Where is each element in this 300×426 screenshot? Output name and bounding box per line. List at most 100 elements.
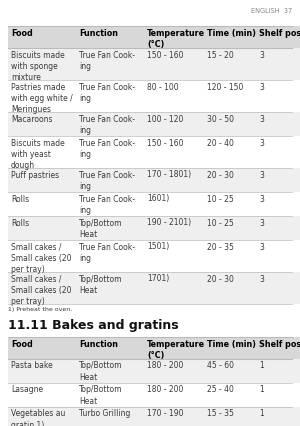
Bar (76, 48, 144, 80)
Bar (76, 272, 144, 304)
Text: 100 - 120: 100 - 120 (147, 115, 183, 124)
Bar (76, 407, 144, 426)
Bar (144, 112, 204, 136)
Text: 3: 3 (259, 83, 264, 92)
Text: Function: Function (79, 340, 118, 349)
Text: 1701): 1701) (147, 274, 169, 283)
Bar (204, 337, 256, 359)
Text: 45 - 60: 45 - 60 (207, 362, 234, 371)
Bar (76, 240, 144, 272)
Bar (204, 240, 256, 272)
Bar (8, 407, 76, 426)
Bar (8, 192, 76, 216)
Text: Food: Food (11, 29, 33, 38)
Bar (256, 136, 300, 168)
Bar (144, 359, 204, 383)
Text: Pastries made
with egg white /
Meringues: Pastries made with egg white / Meringues (11, 83, 73, 114)
Bar (144, 337, 204, 359)
Bar (8, 80, 76, 112)
Text: Lasagne: Lasagne (11, 386, 43, 394)
Bar (8, 383, 76, 407)
Text: Puff pastries: Puff pastries (11, 170, 59, 179)
Bar (8, 240, 76, 272)
Bar (144, 168, 204, 192)
Bar (256, 26, 300, 48)
Text: True Fan Cook-
ing: True Fan Cook- ing (79, 51, 135, 71)
Bar (204, 136, 256, 168)
Text: 190 - 2101): 190 - 2101) (147, 219, 191, 227)
Text: 180 - 200: 180 - 200 (147, 362, 183, 371)
Text: 10 - 25: 10 - 25 (207, 219, 234, 227)
Text: True Fan Cook-
ing: True Fan Cook- ing (79, 170, 135, 190)
Text: True Fan Cook-
ing: True Fan Cook- ing (79, 195, 135, 215)
Text: 15 - 20: 15 - 20 (207, 51, 234, 60)
Text: 20 - 30: 20 - 30 (207, 274, 234, 283)
Bar (8, 48, 76, 80)
Text: 170 - 1801): 170 - 1801) (147, 170, 191, 179)
Text: True Fan Cook-
ing: True Fan Cook- ing (79, 242, 135, 262)
Bar (256, 407, 300, 426)
Text: Shelf position: Shelf position (259, 29, 300, 38)
Text: 3: 3 (259, 51, 264, 60)
Bar (76, 80, 144, 112)
Bar (144, 383, 204, 407)
Bar (8, 216, 76, 240)
Text: 120 - 150: 120 - 150 (207, 83, 243, 92)
Text: 1501): 1501) (147, 242, 169, 251)
Text: 30 - 50: 30 - 50 (207, 115, 234, 124)
Text: Vegetables au
gratin 1): Vegetables au gratin 1) (11, 409, 65, 426)
Text: Small cakes /
Small cakes (20
per tray): Small cakes / Small cakes (20 per tray) (11, 242, 71, 273)
Bar (204, 168, 256, 192)
Text: 20 - 35: 20 - 35 (207, 242, 234, 251)
Bar (144, 192, 204, 216)
Text: 150 - 160: 150 - 160 (147, 138, 184, 147)
Text: Rolls: Rolls (11, 219, 29, 227)
Text: Temperature
(°C): Temperature (°C) (147, 29, 205, 49)
Bar (76, 192, 144, 216)
Text: 20 - 40: 20 - 40 (207, 138, 234, 147)
Text: 3: 3 (259, 242, 264, 251)
Text: True Fan Cook-
ing: True Fan Cook- ing (79, 83, 135, 103)
Bar (256, 216, 300, 240)
Bar (144, 407, 204, 426)
Text: Pasta bake: Pasta bake (11, 362, 53, 371)
Text: Small cakes /
Small cakes (20
per tray): Small cakes / Small cakes (20 per tray) (11, 274, 71, 306)
Text: Temperature
(°C): Temperature (°C) (147, 340, 205, 360)
Text: Macaroons: Macaroons (11, 115, 52, 124)
Bar (76, 26, 144, 48)
Bar (256, 337, 300, 359)
Bar (204, 48, 256, 80)
Text: 170 - 190: 170 - 190 (147, 409, 184, 418)
Bar (204, 359, 256, 383)
Text: 1: 1 (259, 409, 264, 418)
Bar (8, 272, 76, 304)
Text: 1: 1 (259, 386, 264, 394)
Bar (144, 272, 204, 304)
Text: Time (min): Time (min) (207, 340, 256, 349)
Text: Top/Bottom
Heat: Top/Bottom Heat (79, 362, 122, 382)
Text: Biscuits made
with yeast
dough: Biscuits made with yeast dough (11, 138, 65, 170)
Bar (256, 168, 300, 192)
Text: ENGLISH  37: ENGLISH 37 (251, 8, 292, 14)
Text: 80 - 100: 80 - 100 (147, 83, 178, 92)
Bar (76, 168, 144, 192)
Bar (204, 192, 256, 216)
Text: 1) Preheat the oven.: 1) Preheat the oven. (8, 307, 72, 312)
Text: 3: 3 (259, 115, 264, 124)
Text: Biscuits made
with sponge
mixture: Biscuits made with sponge mixture (11, 51, 65, 82)
Bar (256, 80, 300, 112)
Text: 10 - 25: 10 - 25 (207, 195, 234, 204)
Bar (8, 168, 76, 192)
Text: 3: 3 (259, 274, 264, 283)
Bar (76, 112, 144, 136)
Text: Rolls: Rolls (11, 195, 29, 204)
Bar (76, 383, 144, 407)
Bar (8, 112, 76, 136)
Text: 3: 3 (259, 138, 264, 147)
Bar (256, 192, 300, 216)
Bar (144, 216, 204, 240)
Bar (204, 383, 256, 407)
Text: 180 - 200: 180 - 200 (147, 386, 183, 394)
Text: Time (min): Time (min) (207, 29, 256, 38)
Text: Turbo Grilling: Turbo Grilling (79, 409, 130, 418)
